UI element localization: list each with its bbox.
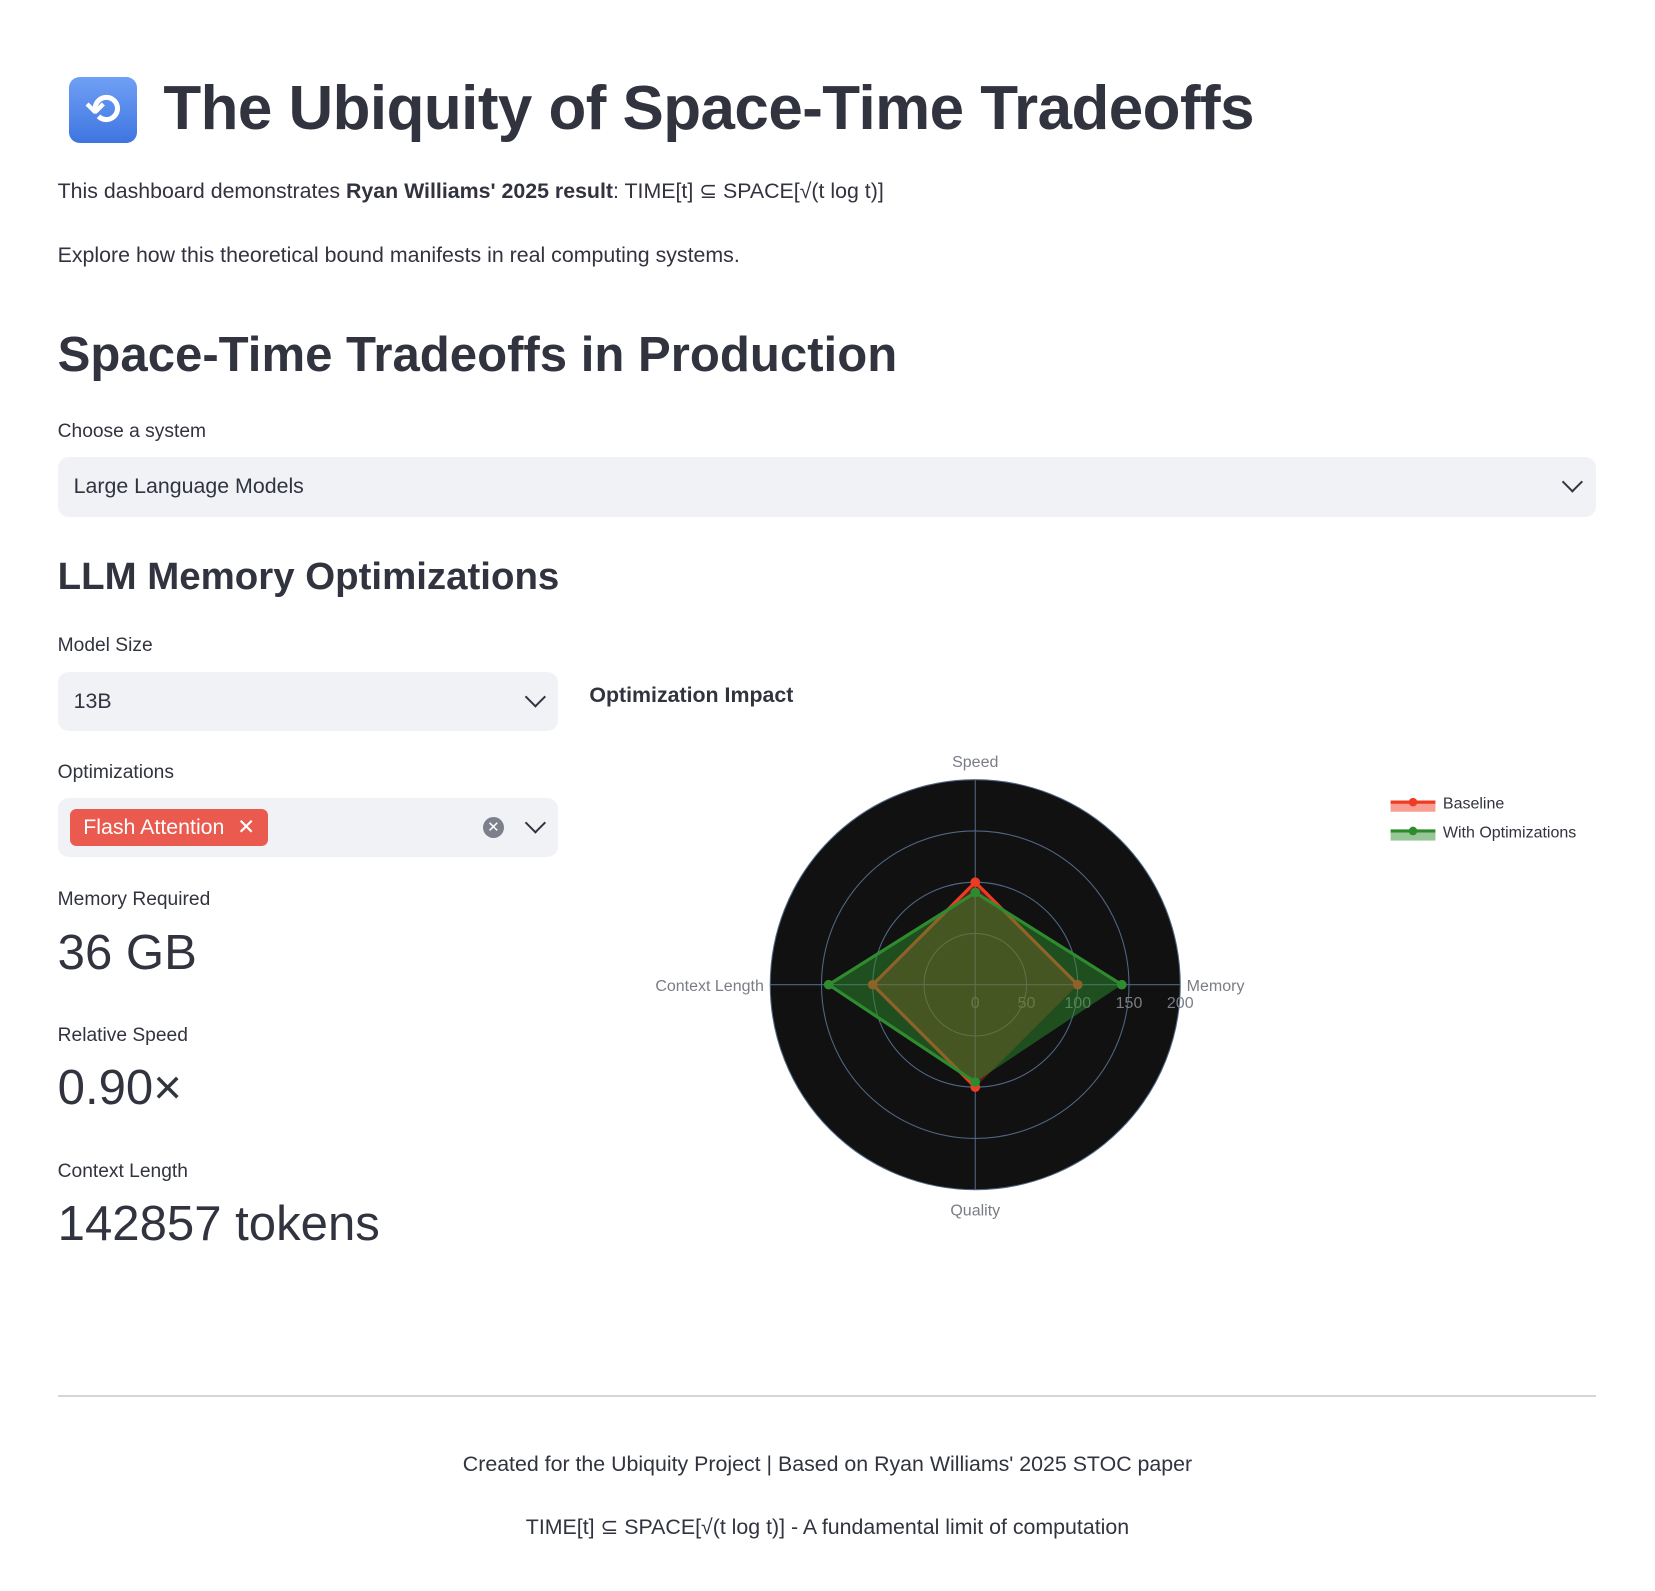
legend-marker <box>1408 797 1417 807</box>
remove-tag-icon[interactable]: ✕ <box>237 814 256 839</box>
legend-item[interactable]: With Optimizations <box>1390 824 1576 841</box>
chevron-down-icon <box>1562 471 1584 493</box>
legend-swatch <box>1390 831 1435 841</box>
chevron-down-icon <box>524 812 546 834</box>
metric-value: 142857 tokens <box>57 1196 380 1251</box>
axis-label: Context Length <box>655 978 764 995</box>
chart-title: Optimization Impact <box>589 683 794 708</box>
metric-value: 0.90× <box>57 1061 182 1116</box>
tag-label: Flash Attention <box>83 814 225 839</box>
data-point <box>1116 979 1127 990</box>
optimizations-multiselect[interactable]: Flash Attention ✕ ✕ <box>57 797 559 858</box>
clear-all-icon[interactable]: ✕ <box>482 816 505 839</box>
intro-text-2: Explore how this theoretical bound manif… <box>57 243 740 268</box>
system-value: Large Language Models <box>73 474 304 499</box>
metric-label: Memory Required <box>57 889 211 911</box>
radial-tick-label: 150 <box>1115 995 1142 1012</box>
system-select[interactable]: Large Language Models <box>57 456 1597 517</box>
chevron-down-icon <box>524 686 546 708</box>
system-label: Choose a system <box>57 420 206 442</box>
legend-item[interactable]: Baseline <box>1390 795 1504 812</box>
data-point <box>969 887 980 897</box>
radial-tick-label: 200 <box>1166 995 1193 1012</box>
section-title: Space-Time Tradeoffs in Production <box>57 327 898 382</box>
footer-line-1: Created for the Ubiquity Project | Based… <box>462 1452 1193 1477</box>
metric-label: Context Length <box>57 1160 188 1182</box>
axis-label: Quality <box>950 1202 1000 1219</box>
axis-label: Speed <box>952 754 998 771</box>
data-point <box>823 979 834 990</box>
axis-label: Memory <box>1186 978 1244 995</box>
legend-label: With Optimizations <box>1442 824 1575 841</box>
metric-label: Relative Speed <box>57 1024 188 1046</box>
series-line <box>825 890 1123 1084</box>
page-title: The Ubiquity of Space-Time Tradeoffs <box>163 73 1255 143</box>
legend-label: Baseline <box>1442 795 1503 812</box>
model-size-label: Model Size <box>57 635 153 657</box>
model-size-value: 13B <box>73 688 112 713</box>
model-size-select[interactable]: 13B <box>57 671 559 732</box>
metric-value: 36 GB <box>57 925 197 980</box>
legend-marker <box>1408 826 1417 835</box>
divider <box>57 1395 1597 1397</box>
llm-title: LLM Memory Optimizations <box>57 555 560 599</box>
data-point <box>969 877 980 887</box>
intro-text: This dashboard demonstrates Ryan William… <box>57 179 884 204</box>
legend-swatch <box>1390 802 1435 812</box>
arrows-counterclockwise-icon: ⟲ <box>69 76 137 144</box>
optimizations-label: Optimizations <box>57 762 174 784</box>
data-point <box>969 1076 980 1087</box>
tag-flash-attention[interactable]: Flash Attention ✕ <box>70 808 268 847</box>
footer-line-2: TIME[t] ⊆ SPACE[√(t log t)] - A fundamen… <box>525 1515 1130 1540</box>
